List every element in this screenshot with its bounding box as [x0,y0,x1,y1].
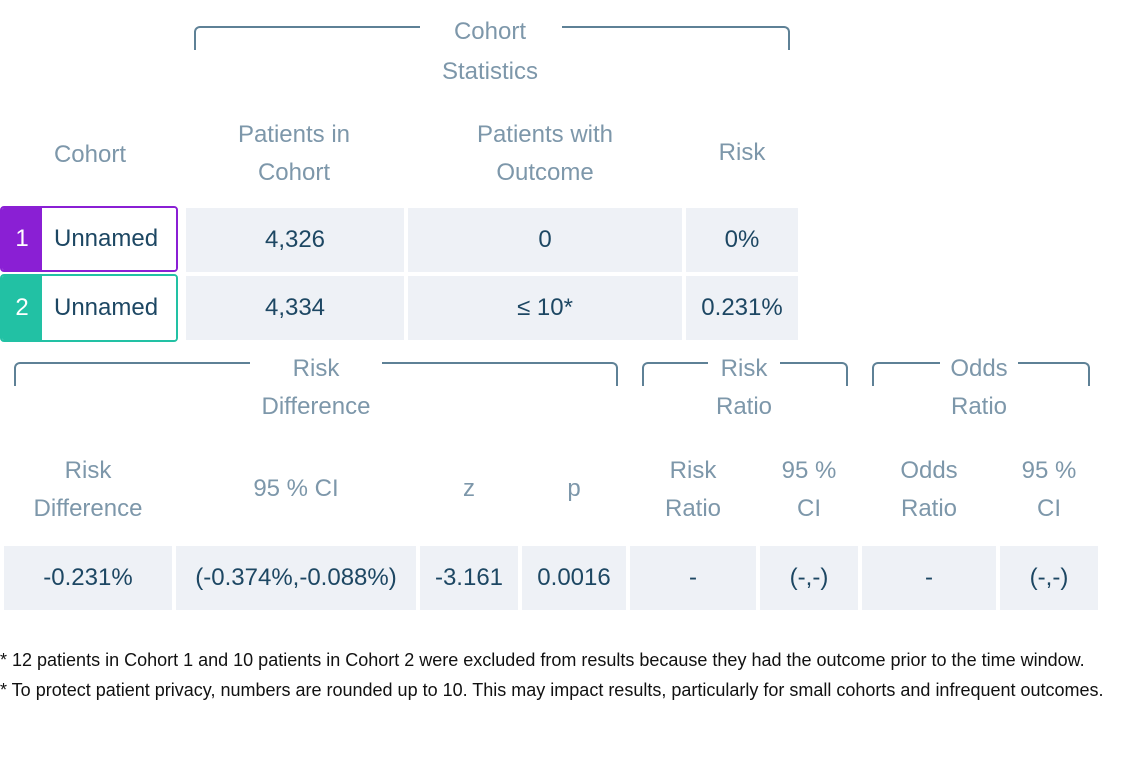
odds-ratio-group-title: Odds Ratio [950,355,1008,420]
header-patients-with-outcome: Patients with Outcome [476,121,614,186]
header-z: z [463,475,475,502]
cohort-1-number: 1 [2,208,42,270]
cohort-2-risk: 0.231% [686,276,798,340]
footnote-privacy: * To protect patient privacy, numbers ar… [0,680,1104,700]
header-odds-ratio: Odds Ratio [900,457,958,522]
header-odds-ratio-ci: 95 % CI [1021,457,1077,522]
cohort-1-risk: 0% [686,208,798,272]
cohort-1-badge[interactable]: 1 Unnamed [0,206,178,272]
result-odds-ratio: - [862,546,996,610]
header-risk: Risk [718,139,766,166]
risk-difference-group-title: Risk Difference [261,355,371,420]
result-ci: (-0.374%,-0.088%) [176,546,416,610]
cohort-2-badge[interactable]: 2 Unnamed [0,274,178,342]
footnote-excluded: * 12 patients in Cohort 1 and 10 patient… [0,650,1085,670]
result-risk-ratio-ci: (-,-) [760,546,858,610]
risk-ratio-group-title: Risk Ratio [715,355,773,420]
cohort-2-patients: 4,334 [186,276,404,340]
cohort-statistics-group-title: Cohort Statistics [441,18,539,85]
header-risk-ratio-ci: 95 % CI [781,457,837,522]
header-cohort: Cohort [53,141,127,168]
result-risk-difference: -0.231% [4,546,172,610]
footnotes: * 12 patients in Cohort 1 and 10 patient… [0,645,1110,705]
cohort-2-outcome: ≤ 10* [408,276,682,340]
header-95-ci: 95 % CI [253,475,339,502]
header-risk-ratio: Risk Ratio [664,457,722,522]
result-z: -3.161 [420,546,518,610]
cohort-2-name: Unnamed [42,276,176,340]
result-risk-ratio: - [630,546,756,610]
header-p: p [567,475,581,502]
cohort-1-name: Unnamed [42,208,176,270]
header-patients-in-cohort: Patients in Cohort [237,121,351,186]
header-risk-difference: Risk Difference [33,457,143,522]
result-odds-ratio-ci: (-,-) [1000,546,1098,610]
result-p: 0.0016 [522,546,626,610]
cohort-1-patients: 4,326 [186,208,404,272]
cohort-1-outcome: 0 [408,208,682,272]
cohort-2-number: 2 [2,276,42,340]
